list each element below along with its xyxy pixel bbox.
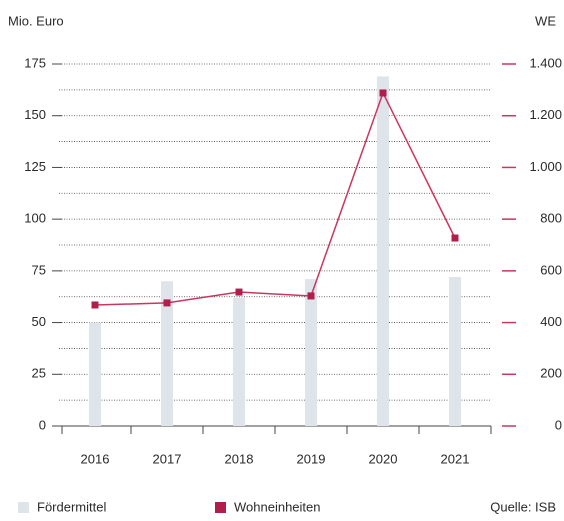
y2-tick-label: 600 (540, 262, 562, 277)
marker (235, 288, 243, 296)
legend-label: Wohneinheiten (234, 499, 321, 514)
legend-label: Fördermittel (37, 499, 106, 514)
y2-tick-label: 1.400 (529, 55, 562, 70)
x-tick-label: 2019 (297, 451, 326, 466)
x-tick-label: 2021 (441, 451, 470, 466)
y2-tick-label: 800 (540, 211, 562, 226)
legend-swatch (215, 502, 226, 513)
y2-tick-label: 1.000 (529, 159, 562, 174)
y-axis-label: Mio. Euro (8, 13, 64, 28)
y-tick-label: 50 (32, 314, 46, 329)
x-tick-label: 2017 (153, 451, 182, 466)
y2-tick-label: 1.200 (529, 107, 562, 122)
y-tick-label: 175 (24, 55, 46, 70)
bar (89, 322, 101, 426)
marker (307, 292, 315, 300)
x-tick-label: 2016 (81, 451, 110, 466)
y-tick-label: 125 (24, 159, 46, 174)
y2-tick-label: 400 (540, 314, 562, 329)
y2-tick-label: 200 (540, 366, 562, 381)
y-tick-label: 0 (39, 417, 46, 432)
bar (377, 76, 389, 426)
marker (379, 89, 387, 97)
legend-swatch (18, 502, 29, 513)
x-tick-label: 2018 (225, 451, 254, 466)
x-tick-label: 2020 (369, 451, 398, 466)
y-tick-label: 75 (32, 262, 46, 277)
line (94, 91, 456, 306)
bar (305, 279, 317, 426)
bar (161, 281, 173, 426)
marker (451, 234, 459, 242)
bar (449, 277, 461, 426)
y-tick-label: 150 (24, 107, 46, 122)
y-tick-label: 100 (24, 211, 46, 226)
marker (163, 299, 171, 307)
y2-axis-label: WE (535, 13, 556, 28)
y2-tick-label: 0 (555, 417, 562, 432)
marker (91, 301, 99, 309)
bar (233, 297, 245, 426)
y-tick-label: 25 (32, 366, 46, 381)
source: Quelle: ISB (490, 499, 556, 514)
